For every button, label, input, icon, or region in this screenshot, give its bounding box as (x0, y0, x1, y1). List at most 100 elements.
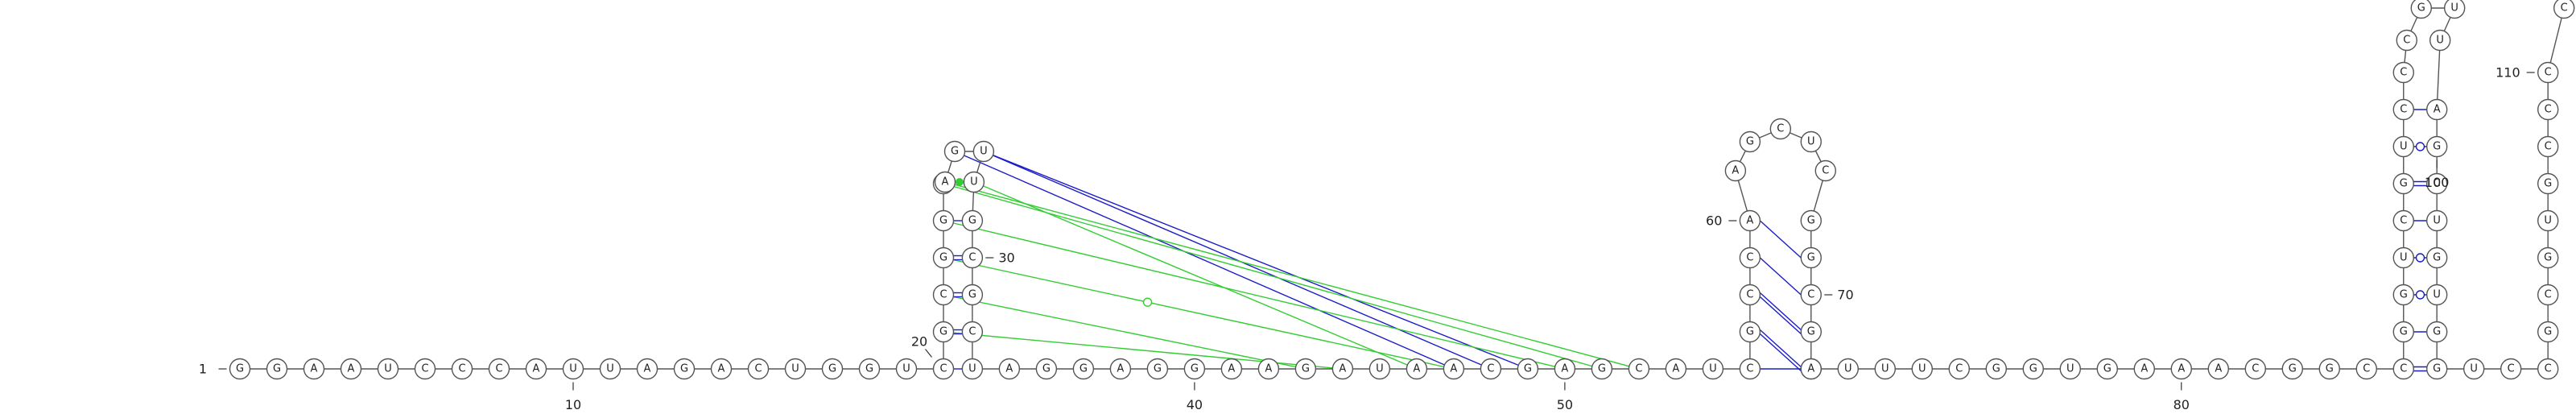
nucleotide-letter: U (2400, 252, 2408, 264)
nucleotide: U (1911, 358, 1933, 380)
nucleotide: G (2392, 172, 2414, 195)
nucleotide: C (1800, 284, 1822, 306)
nucleotide-circle (2096, 358, 2118, 380)
nucleotide-circle (2537, 321, 2559, 343)
nucleotide-circle (1800, 284, 1822, 306)
tertiary-interaction-line (943, 183, 1603, 370)
nucleotide: G (2537, 172, 2559, 195)
nucleotide: U (961, 358, 984, 380)
nucleotide: G (1294, 358, 1317, 380)
nucleotide-letter: G (2433, 326, 2441, 338)
nucleotide: G (673, 358, 696, 380)
nucleotide-letter: C (2400, 67, 2407, 79)
nucleotide-letter: A (718, 363, 725, 375)
nucleotide: A (1257, 358, 1280, 380)
nucleotide-circle (1739, 130, 1761, 153)
nucleotide-circle (1800, 321, 1822, 343)
nucleotide: U (2425, 284, 2448, 306)
nucleotide-letter: G (2433, 363, 2441, 375)
nucleotide: A (2425, 98, 2448, 121)
nucleotide: G (2392, 284, 2414, 306)
nucleotide-letter: G (2544, 326, 2552, 338)
nucleotide: U (895, 358, 918, 380)
nucleotide-letter: C (1635, 363, 1642, 375)
nucleotide: G (266, 358, 288, 380)
nucleotide-circle (1331, 358, 1354, 380)
nucleotide: A (934, 171, 956, 193)
nucleotide: A (1443, 358, 1465, 380)
nucleotide-letter: G (1807, 326, 1815, 338)
nucleotide-letter: G (939, 215, 947, 227)
nucleotide-circle (1985, 358, 2007, 380)
nucleotide: G (932, 321, 955, 343)
nucleotide: U (2392, 246, 2414, 269)
nucleotide: C (2425, 172, 2448, 195)
nucleotide-circle (2281, 358, 2303, 380)
nucleotide: U (562, 358, 584, 380)
nucleotide-letter: C (2545, 363, 2552, 375)
nucleotide-letter: U (968, 363, 976, 375)
nucleotide-circle (1800, 209, 1822, 232)
nucleotide-letter: U (2470, 363, 2478, 375)
nucleotide: C (2355, 358, 2377, 380)
nucleotide: G (1739, 321, 1761, 343)
numbering-tick (925, 349, 932, 358)
nucleotide-circle (2392, 246, 2414, 269)
nucleotide-circle (1480, 358, 1502, 380)
nucleotide-letter: G (828, 363, 836, 375)
nucleotide: G (1800, 321, 1822, 343)
au-pair-line (1759, 220, 1802, 259)
tertiary-interaction-line (943, 294, 1307, 370)
nucleotide-number-label: 100 (2425, 175, 2450, 190)
nucleotide-letter: A (2215, 363, 2222, 375)
nucleotide-letter: A (1005, 363, 1013, 375)
nucleotide: A (1800, 358, 1822, 380)
nucleotide-circle (673, 358, 696, 380)
nucleotide-letter: A (942, 176, 949, 188)
nucleotide: C (1480, 358, 1502, 380)
nucleotide-letter: G (2326, 363, 2334, 375)
nucleotide-letter: C (2252, 363, 2259, 375)
nucleotide-circle (340, 358, 362, 380)
nucleotide-letter: C (2400, 215, 2407, 227)
nucleotide-circle (1800, 246, 1822, 269)
nucleotide-letter: G (1524, 363, 1532, 375)
nucleotide-circle (1035, 358, 1058, 380)
nucleotide-circle (2462, 358, 2485, 380)
nucleotide-circle (2059, 358, 2081, 380)
nucleotide-letter: U (1881, 363, 1889, 375)
nucleotide-circle (747, 358, 770, 380)
nucleotide-letter: C (968, 326, 976, 338)
base-pair-layer (953, 109, 2427, 372)
nucleotide-circle (1220, 358, 1243, 380)
nucleotide: C (2392, 358, 2414, 380)
nucleotide-letter: C (2561, 2, 2568, 14)
nucleotide: U (2059, 358, 2081, 380)
nucleotide-letter: A (1732, 165, 1739, 177)
nucleotide-number-label: 60 (1706, 213, 1722, 229)
nucleotide-circle (562, 358, 584, 380)
nucleotide-circle (1554, 358, 1576, 380)
nucleotide-circle (1739, 246, 1761, 269)
tertiary-interaction-line (944, 181, 1640, 370)
nucleotide: C (932, 284, 955, 306)
nucleotide-circle (2392, 321, 2414, 343)
nucleotide-letter: A (1807, 363, 1814, 375)
nucleotide: C (961, 321, 984, 343)
nucleotide: A (2207, 358, 2229, 380)
nucleotide: U (2537, 209, 2559, 232)
nucleotide-circle (2022, 358, 2044, 380)
nucleotide-letter: G (1807, 215, 1815, 227)
nucleotide: G (1035, 358, 1058, 380)
nucleotide-letter: A (2434, 104, 2441, 116)
nucleotide-letter: A (2178, 363, 2185, 375)
pseudoknot-layer (943, 151, 1640, 370)
wobble-pair-marker (2415, 142, 2425, 151)
backbone-segment (2547, 7, 2565, 73)
nucleotide-circle (2392, 209, 2414, 232)
nucleotide-letter: G (1992, 363, 2000, 375)
nucleotide: A (1109, 358, 1132, 380)
nucleotide: G (961, 284, 984, 306)
nucleotide: G (932, 246, 955, 269)
nucleotide-letter: A (644, 363, 651, 375)
